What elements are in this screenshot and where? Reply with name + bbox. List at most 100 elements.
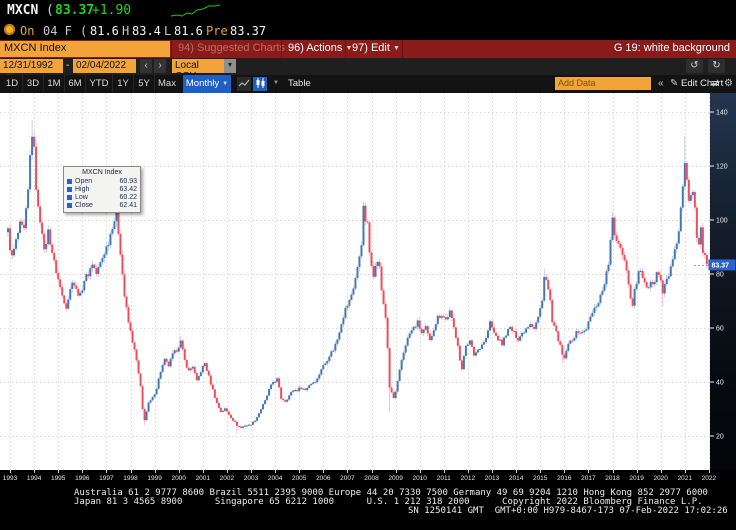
x-axis-tick [251, 470, 252, 473]
x-axis-year-label: 2008 [364, 475, 379, 482]
price-open-paren: ( [46, 3, 54, 18]
x-axis-year-label: 1997 [99, 475, 114, 482]
tooltip-row-high: High 63.42 [67, 185, 137, 193]
footer-contact-line2: Japan 81 3 4565 8900 Singapore 65 6212 1… [74, 497, 703, 507]
x-axis-tick [684, 470, 686, 473]
candle-chart-type-button[interactable] [253, 77, 267, 91]
x-axis-tick [58, 470, 60, 473]
x-axis-year-label: 1994 [26, 475, 42, 482]
period-tab-1m[interactable]: 1M [44, 75, 65, 93]
pre-label: Pre [206, 24, 228, 38]
session-date: 04 F [43, 24, 72, 38]
security-field[interactable]: MXCN Index [0, 41, 170, 57]
divider [345, 40, 346, 58]
x-axis-tick [467, 470, 469, 473]
ticker-symbol: MXCN [7, 3, 39, 18]
title-bar: MXCN ( 83.37 +1.90 [0, 0, 736, 22]
close-value: 81.6 [90, 24, 119, 38]
chart-template-note: G 19: white background [613, 42, 730, 54]
x-axis-year-label: 2019 [629, 475, 644, 482]
high-marker: H [122, 24, 130, 38]
low-value: 81.6 [174, 24, 203, 38]
chevron-down-icon: ▼ [392, 45, 400, 52]
candlestick-icon [256, 78, 265, 88]
actions-menu[interactable]: 96) Actions ▼ [288, 42, 353, 54]
x-axis-tick [10, 470, 11, 473]
x-axis-year-label: 2010 [412, 475, 427, 482]
period-tab-6m[interactable]: 6M [65, 75, 86, 93]
price-chart-canvas[interactable] [0, 93, 736, 470]
legend-swatch-icon [67, 186, 72, 192]
suggested-charts-button[interactable]: 94) Suggested Charts [178, 42, 286, 54]
x-axis-tick [154, 470, 156, 473]
add-data-input[interactable]: Add Data [555, 77, 651, 90]
period-tab-1y[interactable]: 1Y [113, 75, 134, 93]
x-axis-year-label: 2009 [388, 475, 403, 482]
currency-dropdown-button[interactable]: ▼ [224, 59, 236, 73]
date-range-dash: - [66, 60, 70, 71]
market-status-icon [4, 24, 15, 35]
x-axis-tick [395, 470, 397, 473]
line-chart-icon [238, 79, 250, 87]
frequency-dropdown[interactable]: Monthly ▼ [183, 75, 231, 93]
edit-chart-button[interactable]: Edit Chart [681, 78, 724, 89]
x-axis-year-label: 2002 [219, 475, 235, 482]
period-tab-5y[interactable]: 5Y [134, 75, 155, 93]
scroll-forward-button[interactable]: › [154, 59, 166, 73]
undo-button[interactable]: ↺ [686, 59, 703, 73]
footer-session-line: SN 1250141 GMT GMT+0:00 H979-8467-173 07… [408, 506, 728, 516]
high-value: 83.4 [132, 24, 161, 38]
x-axis-tick [708, 470, 710, 473]
x-axis-tick [202, 470, 204, 473]
transfer-icon[interactable]: ⇄ [711, 78, 720, 89]
x-axis-tick [612, 470, 614, 473]
collapse-panel-icon[interactable]: « [658, 78, 664, 89]
x-axis-tick [82, 470, 84, 473]
period-tab-ytd[interactable]: YTD [86, 75, 113, 93]
x-axis-year-label: 1993 [2, 475, 18, 482]
x-axis-tick [299, 470, 301, 473]
currency-select[interactable]: Local CCY [172, 59, 224, 82]
tooltip-row-close: Close 62.41 [67, 201, 137, 209]
terminal-footer: Australia 61 2 9777 8600 Brazil 5511 239… [0, 486, 736, 530]
x-axis-year-label: 2001 [195, 475, 211, 482]
x-axis-tick [419, 470, 421, 473]
x-axis-tick [564, 470, 566, 473]
date-to-input[interactable]: 02/04/2022▦ [73, 59, 136, 81]
redo-button[interactable]: ↻ [708, 59, 725, 73]
date-from-input[interactable]: 12/31/1992▦ [0, 59, 63, 81]
x-axis-year-label: 2020 [653, 475, 668, 482]
chart-type-more-dropdown[interactable]: ▼ [273, 80, 279, 86]
quote-line: On 04 F ( 81.6 H 83.4 L 81.6 Pre 83.37 [0, 22, 736, 40]
close-marker: ( [80, 24, 88, 38]
table-button[interactable]: Table [288, 78, 311, 89]
period-tab-max[interactable]: Max [158, 78, 176, 89]
x-axis-year-label: 2017 [581, 475, 596, 482]
x-axis-tick [226, 470, 228, 473]
settings-gear-icon[interactable]: ⚙ [724, 78, 733, 89]
x-axis-tick [34, 470, 36, 473]
line-chart-type-button[interactable] [237, 77, 251, 91]
x-axis-tick [178, 470, 180, 473]
period-tab-1d[interactable]: 1D [2, 75, 23, 93]
period-tab-3d[interactable]: 3D [23, 75, 44, 93]
x-axis-year-label: 2000 [171, 475, 186, 482]
x-axis-year-label: 2012 [460, 475, 476, 482]
chevron-down-icon: ▼ [345, 45, 353, 52]
x-axis-year-label: 2015 [532, 475, 548, 482]
x-axis-year-label: 2018 [605, 475, 620, 482]
divider [171, 40, 172, 58]
tooltip-row-open: Open 60.93 [67, 177, 137, 185]
legend-swatch-icon [67, 178, 72, 184]
x-axis-year-label: 1995 [50, 475, 66, 482]
x-axis-year-label: 1996 [75, 475, 90, 482]
x-axis-year-label: 1998 [123, 475, 138, 482]
pencil-icon[interactable]: ✎ [670, 78, 679, 89]
x-axis-tick [347, 470, 349, 473]
x-axis-tick [588, 470, 590, 473]
x-axis-tick [106, 470, 108, 473]
legend-swatch-icon [67, 194, 72, 200]
edit-menu[interactable]: 97) Edit ▼ [352, 42, 400, 54]
x-axis-year-label: 2007 [340, 475, 355, 482]
scroll-back-button[interactable]: ‹ [140, 59, 152, 73]
